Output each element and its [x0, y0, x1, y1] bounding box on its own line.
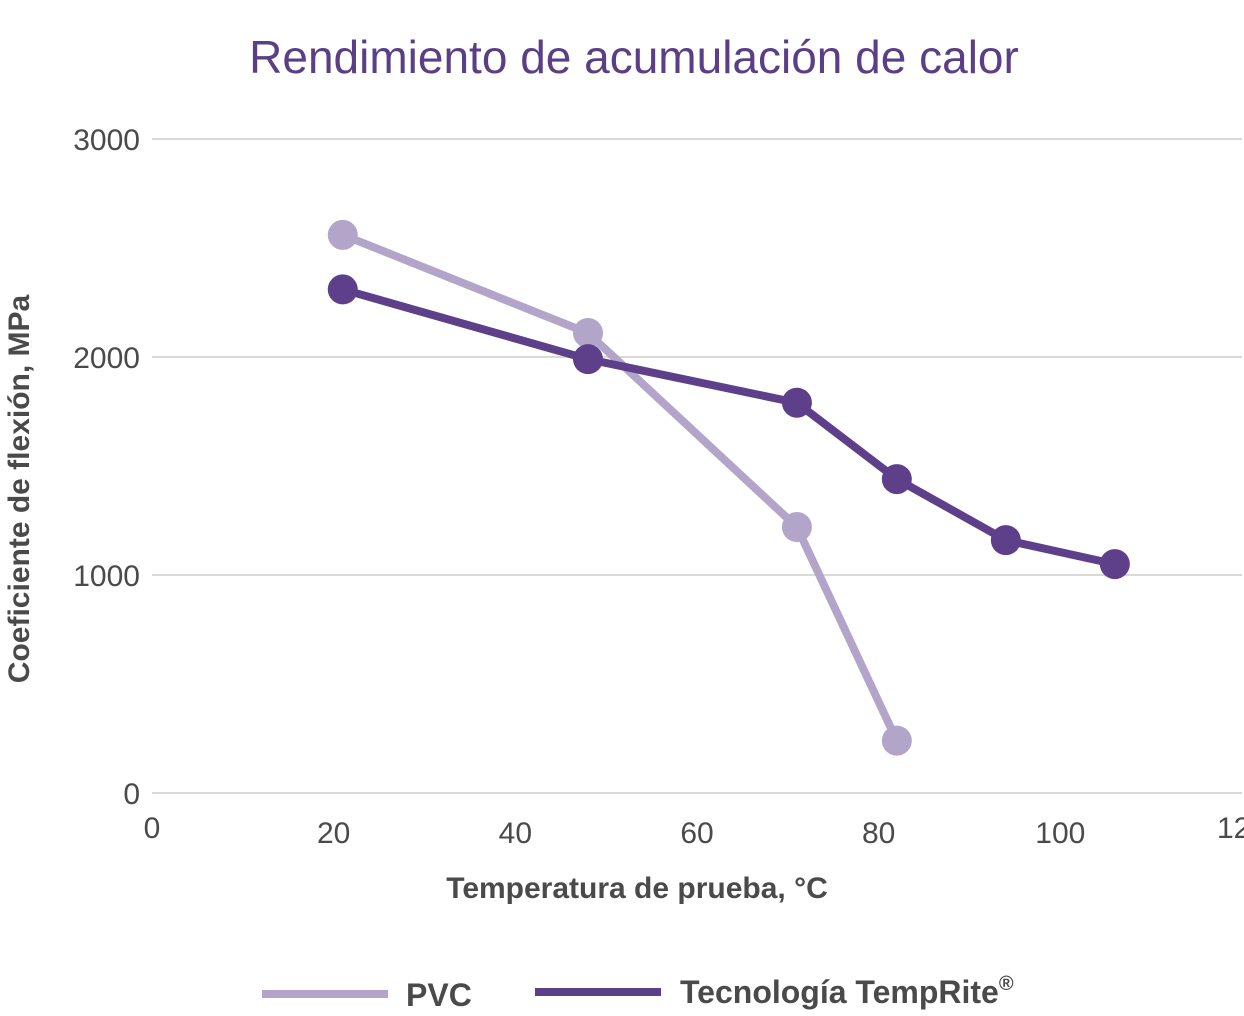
- x-tick-label-120: 120: [1217, 812, 1244, 845]
- chart-title: Rendimiento de acumulación de calor: [249, 31, 1019, 83]
- x-tick-label-40: 40: [499, 817, 532, 850]
- x-axis-ticks: 0 20 40 60 80 100 120: [144, 812, 1244, 850]
- x-tick-label-60: 60: [680, 817, 713, 850]
- data-point-pvc-2: [781, 512, 812, 543]
- x-axis-label: Temperatura de prueba, °C: [446, 872, 828, 905]
- legend-label-temprite-text: Tecnología TempRite: [680, 974, 999, 1010]
- y-axis-label: Coeficiente de flexión, MPa: [3, 294, 36, 683]
- data-point-temprite-3: [881, 464, 912, 495]
- data-point-temprite-5: [1099, 549, 1130, 580]
- series-line-temprite: [338, 285, 1119, 569]
- y-tick-label-0: 0: [123, 778, 140, 811]
- y-tick-label-2000: 2000: [73, 342, 140, 375]
- legend-label-temprite: Tecnología TempRite®: [680, 973, 1014, 1010]
- legend-label-temprite-superscript: ®: [999, 973, 1014, 995]
- data-point-pvc-0: [327, 219, 358, 250]
- y-tick-label-1000: 1000: [73, 560, 140, 593]
- series-line-pvc: [338, 230, 901, 745]
- data-point-pvc-1: [573, 318, 603, 349]
- legend: PVC Tecnología TempRite®: [262, 973, 1014, 1013]
- y-axis-ticks: 0 1000 2000 3000: [73, 124, 140, 811]
- series-group: [327, 219, 1130, 756]
- y-tick-label-3000: 3000: [73, 124, 140, 157]
- data-point-pvc-3: [881, 725, 912, 756]
- data-point-temprite-2: [781, 387, 812, 418]
- x-tick-label-20: 20: [317, 817, 350, 850]
- data-point-temprite-0: [327, 274, 358, 305]
- legend-label-pvc: PVC: [406, 977, 472, 1013]
- gridlines: [152, 138, 1242, 794]
- x-tick-label-0: 0: [144, 812, 161, 845]
- data-point-temprite-4: [990, 525, 1021, 556]
- x-tick-label-80: 80: [862, 817, 895, 850]
- data-point-temprite-1: [573, 344, 603, 375]
- x-tick-label-100: 100: [1035, 817, 1085, 850]
